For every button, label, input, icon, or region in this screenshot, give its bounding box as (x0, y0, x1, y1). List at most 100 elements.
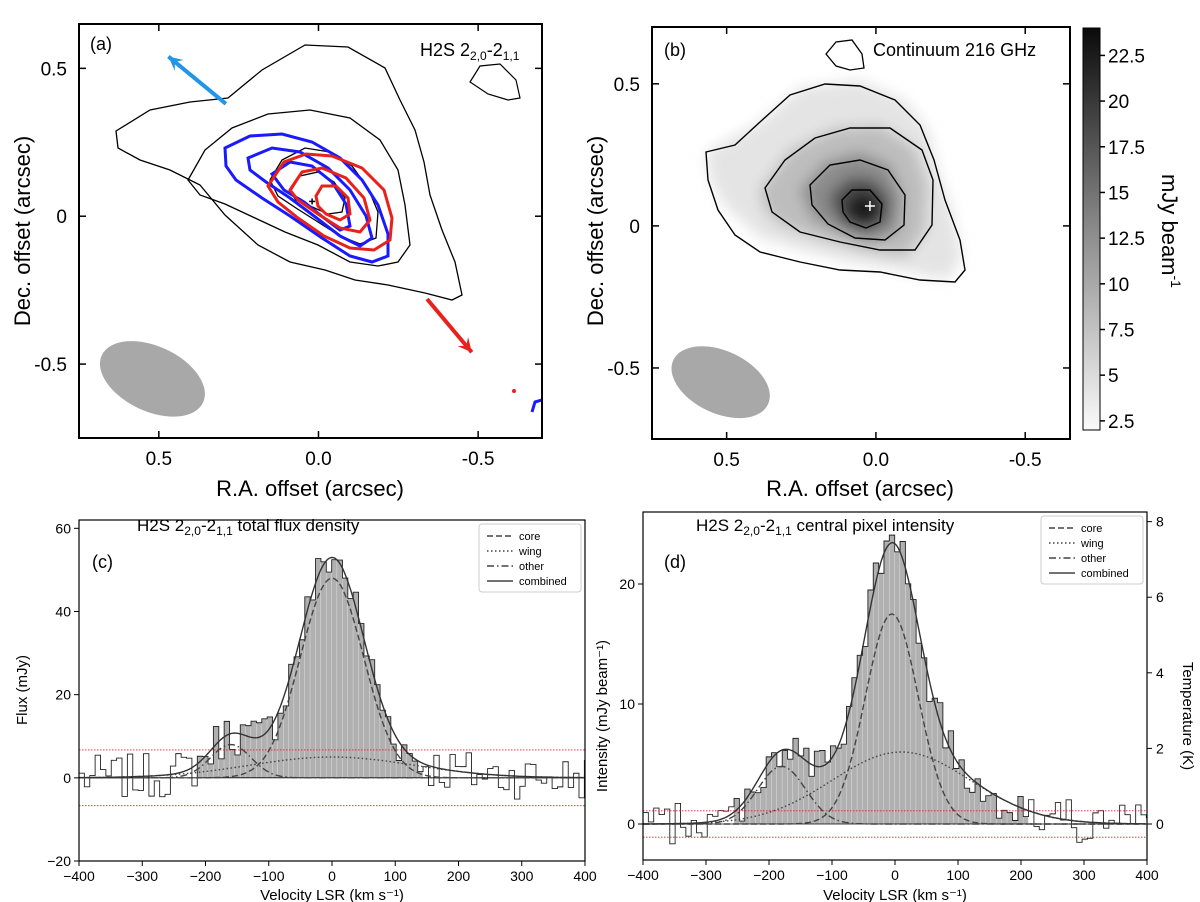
panel-d-ytick-label: 0 (627, 816, 635, 832)
panel-a-xtick-label: 0.0 (305, 449, 331, 470)
panel-d-hist-bar (910, 599, 916, 824)
panel-b-title: Continuum 216 GHz (873, 40, 1036, 60)
panel-c-hist-bar (288, 664, 294, 778)
continuum-contour-3 (809, 159, 906, 241)
panel-c-fit-combined (79, 556, 584, 779)
panel-c-hist-bar (299, 639, 305, 778)
panel-c-hist-bar (245, 725, 251, 778)
panel-d-legend-label-combined: combined (1081, 568, 1129, 580)
contour-black-5 (469, 63, 521, 101)
panel-d-hist-bar (883, 540, 890, 824)
panel-d-hist-bar (739, 821, 745, 824)
panel-c-hist-bar (310, 599, 316, 778)
panel-d-ylabel: Intensity (mJy beam⁻¹) (594, 640, 611, 792)
panel-d-hist-bar (1017, 796, 1023, 824)
panel-a-plot-area (99, 44, 542, 417)
panel-c-legend-label-core: core (519, 531, 540, 543)
panel-d-hist-bar (830, 745, 836, 824)
colorbar (1082, 27, 1101, 431)
colorbar-tick-label: 10 (1108, 275, 1129, 296)
panel-a-beam-ellipse (99, 341, 205, 417)
contour-black-1 (115, 44, 463, 301)
panel-d-y2tick-label: 6 (1156, 589, 1164, 605)
panel-d-fit-core (643, 613, 1146, 825)
panel-d-fit-other (643, 765, 1146, 825)
colorbar-tick-label: 7.5 (1108, 321, 1134, 342)
panel-b-label: (b) (664, 40, 686, 60)
panel-b-ytick-label: 0 (629, 217, 640, 238)
panel-d-hist-bar (948, 730, 954, 824)
panel-c-xtick-label: 400 (573, 868, 597, 884)
panel-a-xtick-label: -0.5 (462, 449, 495, 470)
panel-d-y2tick-label: 2 (1156, 740, 1164, 756)
panel-c-hist-bar (390, 744, 396, 778)
panel-d-hist-bar (942, 747, 948, 824)
outflow-arrow-blue (167, 54, 228, 106)
panel-d-hist-bar (932, 698, 938, 824)
panel-c-hist-bar (326, 572, 332, 778)
continuum-contour-4 (841, 189, 883, 229)
panel-d-hist-bar (991, 793, 997, 824)
colorbar-tick-label: 12.5 (1108, 229, 1145, 250)
panel-d-xtick-label: 400 (1135, 867, 1159, 883)
colorbar-label: mJy beam-1 (1157, 174, 1184, 288)
panel-d-legend-label-wing: wing (1080, 538, 1104, 550)
panel-d-title: H2S 22,0-21,1 central pixel intensity (696, 516, 955, 538)
panel-d-y2label: Temperature (K) (1179, 662, 1196, 770)
panel-c-ytick-label: 60 (55, 520, 71, 536)
panel-a-frame (78, 23, 543, 439)
panel-d-hist-bar (1001, 810, 1007, 824)
panel-b: 0.5 0.0 -0.5 0.5 0 -0.5 (b) Continuum 216 GHz… (583, 26, 1184, 501)
panel-d-hist-bar (900, 541, 906, 824)
panel-d-hist-bar (1023, 816, 1029, 824)
panel-c-xtick-label: −300 (126, 868, 158, 884)
panel-d-xtick-label: 300 (1072, 867, 1096, 883)
panel-c-xtick-label: −400 (63, 868, 95, 884)
colorbar-tick-label: 17.5 (1108, 138, 1145, 159)
panel-d-hist-bar (964, 788, 970, 824)
panel-c-hist-bar (277, 713, 283, 778)
panel-c-ytick-label: 40 (55, 603, 71, 619)
panel-d-hist-bar (750, 792, 756, 824)
panel-d-hist-bar (867, 590, 873, 824)
panel-d-legend-box (1040, 515, 1144, 585)
panel-d-legend-label-other: other (1081, 553, 1106, 565)
continuum-contour-5 (825, 39, 865, 71)
panel-c-xtick-label: 300 (510, 868, 534, 884)
panel-d-hist-bar (969, 792, 975, 824)
panel-c-hist-bar (218, 758, 224, 778)
panel-b-plot-area (671, 39, 966, 419)
panel-c-hist-bar (272, 739, 278, 778)
panel-c-hist-bar (337, 560, 343, 778)
colorbar-tick-label: 20 (1108, 92, 1129, 113)
panel-d-label: (d) (664, 552, 686, 572)
panel-b-ytick-label: 0.5 (614, 75, 640, 96)
continuum-contour-1 (705, 83, 966, 283)
panel-d-hist-bar (921, 657, 927, 824)
panel-c-hist-bar (396, 760, 402, 778)
panel-c-title: H2S 22,0-21,1 total flux density (137, 516, 360, 538)
panel-c-hist-bar (256, 722, 262, 778)
panel-d-hist-bar (916, 643, 922, 824)
panel-d-hist-outline (643, 534, 1147, 845)
panel-c-hist-bar (353, 592, 359, 778)
panel-c-xtick-label: −100 (253, 868, 285, 884)
panel-d-xtick-label: −100 (816, 867, 848, 883)
panel-b-ytick-label: -0.5 (607, 359, 640, 380)
panel-d-hist-bar (953, 768, 959, 824)
panel-d-hist-bar (782, 750, 788, 824)
panel-d-hist-bar (889, 535, 895, 824)
panel-a-ytick-label: -0.5 (34, 355, 67, 376)
panel-c-hist-bar (197, 756, 203, 778)
panel-c-legend-label-other: other (519, 561, 544, 573)
panel-d-hist-bar (846, 706, 852, 824)
panel-d-hist-bar (905, 583, 911, 824)
panel-d-xtick-label: 200 (1009, 867, 1033, 883)
panel-c-hist-bar (320, 561, 327, 778)
panel-d: −400 −300 −200 −100 0 100 200 300 4000102002468 … (594, 511, 1196, 902)
panel-d-hist-bar (975, 778, 981, 824)
panel-d-hist-bar (937, 702, 943, 824)
panel-d-xtick-label: −200 (753, 867, 785, 883)
panel-c-hist-bar (331, 559, 337, 778)
